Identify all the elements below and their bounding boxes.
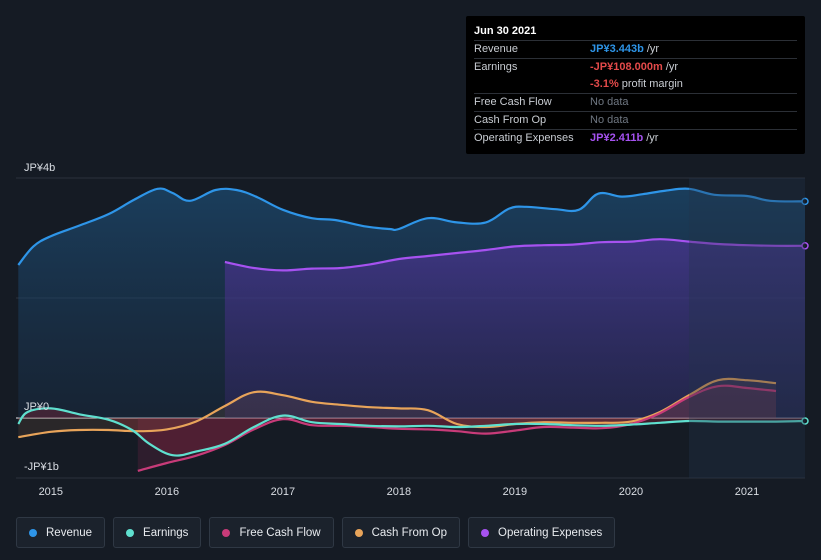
legend-item-operating-expenses[interactable]: Operating Expenses [468,517,616,548]
forecast-shade [688,178,805,478]
free-cash-flow-area [137,385,777,471]
tooltip-row-earnings: Earnings -JP¥108.000m /yr [474,59,797,76]
tooltip-row-revenue: Revenue JP¥3.443b /yr [474,41,797,59]
tooltip-row-cfo: Cash From Op No data [474,112,797,130]
tooltip-value: JP¥3.443b [590,43,644,55]
tooltip-unit: /yr [646,132,659,144]
operating-expenses-line [224,238,806,272]
legend-label: Cash From Op [371,526,448,539]
tooltip-label: Revenue [474,43,519,55]
legend-item-earnings[interactable]: Earnings [113,517,202,548]
y-label-zero: JP¥0 [24,401,49,413]
tooltip-value: -3.1% [590,78,619,90]
legend-label: Operating Expenses [498,526,603,539]
x-tick-label: 2019 [503,486,527,498]
tooltip-value: No data [590,96,629,108]
operating-expenses-dot-icon [481,528,490,537]
legend-item-cash-from-op[interactable]: Cash From Op [341,517,461,548]
tooltip-label [474,76,590,93]
y-label-top: JP¥4b [24,162,55,174]
cash-from-op-dot-icon [354,528,363,537]
tooltip-date: Jun 30 2021 [474,22,797,41]
x-tick-label: 2016 [155,486,179,498]
legend-item-free-cash-flow[interactable]: Free Cash Flow [209,517,334,548]
legend-label: Revenue [46,526,93,539]
operating-expenses-end-marker [801,242,809,250]
free-cash-flow-dot-icon [222,528,231,537]
earnings-end-marker [801,417,809,425]
tooltip-value: -JP¥108.000m [590,61,663,73]
x-axis-ticks: 2015 2016 2017 2018 2019 2020 2021 [39,486,760,498]
tooltip-unit: profit margin [621,78,683,90]
tooltip-label: Free Cash Flow [474,96,552,108]
tooltip-row-fcf: Free Cash Flow No data [474,94,797,112]
tooltip-label: Operating Expenses [474,132,574,144]
tooltip-row-opex: Operating Expenses JP¥2.411b /yr [474,130,797,147]
legend-label: Earnings [143,526,189,539]
legend-item-revenue[interactable]: Revenue [16,517,106,548]
earnings-line [17,407,806,457]
cash-from-op-line [18,377,777,439]
tooltip-unit: /yr [646,43,660,55]
tooltip-value: JP¥2.411b [590,132,644,144]
legend-label: Free Cash Flow [239,526,321,539]
y-label-bottom: -JP¥1b [24,461,59,473]
x-tick-label: 2021 [735,486,759,498]
x-tick-label: 2020 [619,486,643,498]
free-cash-flow-line [137,384,777,472]
chart-area: JP¥4b JP¥0 -JP¥1b 2015 2016 2017 2018 2019 20… [16,162,809,498]
revenue-end-marker [801,197,809,206]
series-areas [18,188,806,471]
x-tick-label: 2018 [387,486,411,498]
tooltip-label: Earnings [474,61,518,73]
earnings-dot-icon [126,528,135,537]
tooltip: Jun 30 2021 Revenue JP¥3.443b /yr Earnin… [466,16,805,154]
operating-expenses-area [224,239,805,418]
tooltip-label: Cash From Op [474,114,547,126]
x-tick-label: 2015 [39,486,63,498]
revenue-line [17,187,806,266]
revenue-dot-icon [29,528,37,537]
tooltip-value: No data [590,114,629,126]
tooltip-row-margin: -3.1% profit margin [474,76,797,94]
x-tick-label: 2017 [271,486,295,498]
legend: Revenue Earnings Free Cash Flow Cash Fro… [16,517,623,548]
tooltip-unit: /yr [665,61,679,73]
earnings-area [18,408,806,456]
series-lines [17,187,809,472]
